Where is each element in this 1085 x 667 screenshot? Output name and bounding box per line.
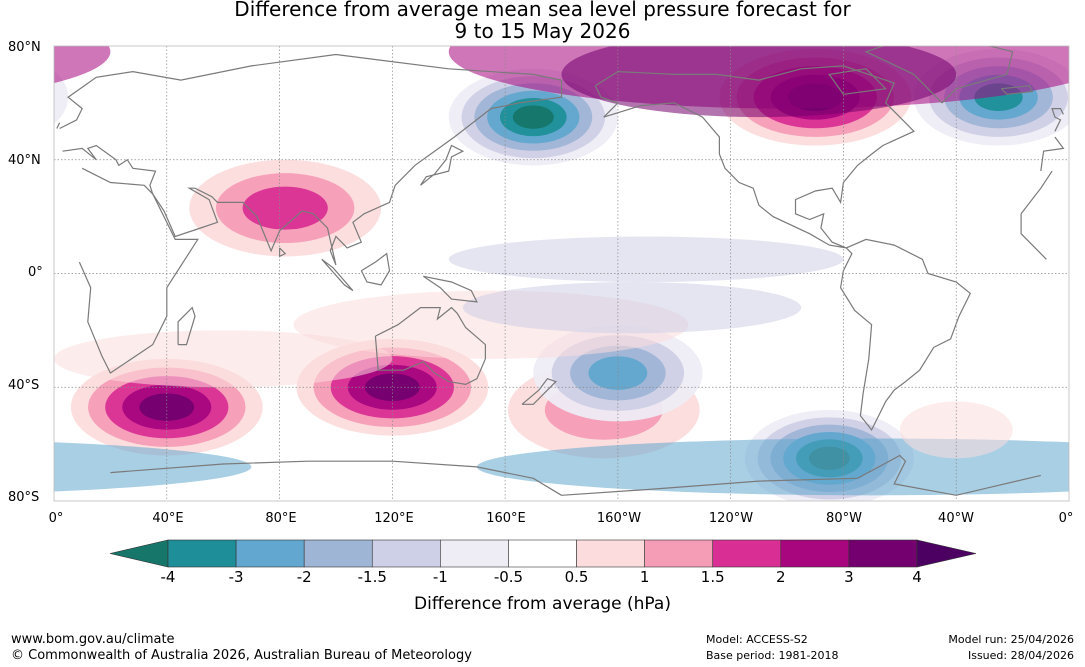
colorbar-segment [712, 539, 782, 568]
pressure-anomaly-field [54, 46, 1069, 501]
coastline-south-america [839, 238, 972, 432]
colorbar-tick-label: 0.5 [564, 568, 589, 586]
band-tropical-pacific [448, 236, 844, 283]
coastline-north-america [594, 65, 915, 249]
colorbar-segment [576, 539, 645, 568]
band-canada-core [561, 46, 957, 118]
colorbar-segment [848, 539, 918, 568]
lon-label-40w: 40°W [938, 511, 974, 526]
coastline-baffin [828, 68, 887, 95]
colorbar-segment [167, 539, 237, 568]
colorbar-extend-high [916, 539, 977, 568]
colorbar-segment [235, 539, 305, 568]
lon-label-160w: 160°W [596, 511, 642, 526]
coastline-india-lanka [279, 247, 287, 258]
colorbar-segment [440, 539, 509, 568]
lat-label-equator: 0° [28, 265, 43, 280]
anomaly-north-pacific-low [448, 68, 618, 166]
coastline-new-zealand [521, 377, 558, 405]
band-southern-ocean [54, 442, 252, 492]
colorbar-label: Difference from average (hPa) [414, 594, 671, 614]
footer-copyright: © Commonwealth of Australia 2026, Austra… [11, 648, 472, 663]
coastline-new-guinea [422, 275, 478, 303]
coastline-sumatra [321, 258, 354, 292]
colorbar-segment [644, 539, 714, 568]
lat-label-40n: 40°N [8, 153, 41, 168]
colorbar-segment [508, 539, 577, 568]
colorbar-tick-label: -1 [432, 568, 448, 586]
lon-label-0-east: 0° [1058, 511, 1074, 526]
band-southern-ocean [477, 438, 1069, 496]
anomaly-contour [242, 186, 328, 230]
coastline-antarctica [110, 454, 1041, 496]
chart-title-line1: Difference from average mean sea level p… [234, 0, 851, 21]
lat-label-40s: 40°S [8, 378, 40, 393]
colorbar-segment [303, 539, 373, 568]
colorbar-tick-label: 2 [776, 568, 786, 586]
footer-url: www.bom.gov.au/climate [11, 632, 175, 647]
colorbar-segment [780, 539, 850, 568]
footer-base-period: Base period: 1981-2018 [706, 649, 839, 662]
lon-label-160e: 160°E [486, 511, 526, 526]
coastline-japan [420, 144, 465, 186]
colorbar-tick-label: 3 [844, 568, 854, 586]
coastline-uk [56, 108, 1064, 132]
coastlines [56, 46, 1065, 496]
coastline-eurasia [59, 53, 1065, 266]
coastline-madagascar [177, 306, 196, 346]
colorbar-tick-label: -1.5 [357, 568, 387, 586]
colorbar-tick-label: -2 [296, 568, 312, 586]
colorbar-tick-label: -0.5 [493, 568, 524, 586]
lon-label-80e: 80°E [265, 511, 297, 526]
colorbar-tick-label: -3 [228, 568, 244, 586]
coastline-borneo [360, 252, 391, 286]
band-south-indian [54, 330, 393, 388]
anomaly-contour [588, 356, 648, 390]
band-south-atlantic [899, 401, 1013, 459]
footer-issued: Issued: 28/04/2026 [967, 649, 1074, 662]
band-arctic-high [54, 46, 111, 84]
coastline-australia [374, 306, 486, 386]
anomaly-tibet-high [189, 159, 382, 257]
colorbar-extend-low [109, 539, 169, 568]
lon-label-80w: 80°W [826, 511, 862, 526]
colorbar-tick-label: 1 [639, 568, 650, 586]
colorbar-segment [371, 539, 441, 568]
anomaly-contour [54, 70, 69, 124]
lon-label-120w: 120°W [708, 511, 754, 526]
colorbar-tick-label: 1.5 [700, 568, 725, 586]
coastline-iceland [1000, 85, 1034, 95]
colorbar-tick-label: 4 [912, 568, 922, 586]
lon-label-0: 0° [48, 511, 64, 526]
graticule [54, 46, 1069, 501]
lat-label-80n: 80°N [8, 40, 41, 55]
band-south-pacific [462, 282, 802, 334]
footer-model: Model: ACCESS-S2 [706, 633, 808, 646]
colorbar-tick-label: -4 [160, 568, 176, 586]
anomaly-contour [512, 105, 554, 129]
coastline-greenland [864, 46, 1014, 104]
lon-label-40e: 40°E [152, 511, 184, 526]
footer-model-run: Model run: 25/04/2026 [948, 633, 1074, 646]
lon-label-120e: 120°E [374, 511, 414, 526]
anomaly-contour [364, 373, 420, 402]
lat-label-80s: 80°S [8, 490, 40, 505]
chart-title-line2: 9 to 15 May 2026 [454, 19, 631, 43]
map-border [53, 45, 1070, 502]
